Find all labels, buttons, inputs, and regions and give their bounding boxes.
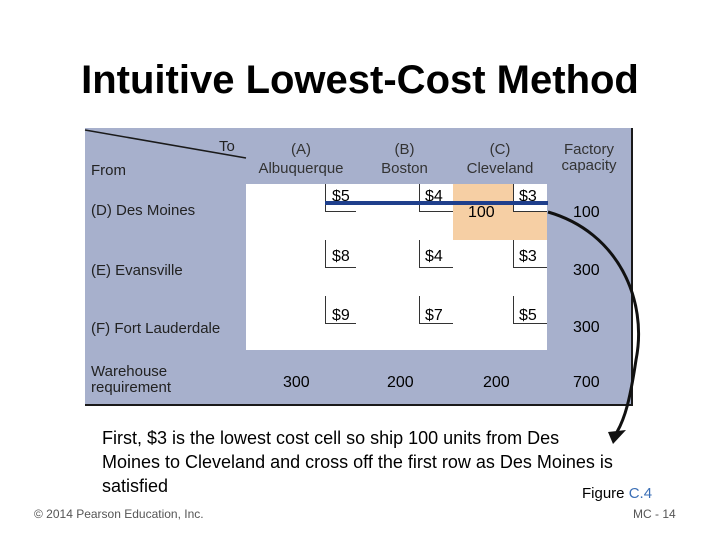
cost-evansville-boston: $4 xyxy=(425,248,443,265)
column-header-boston-name: Boston xyxy=(381,160,428,177)
to-label: To xyxy=(219,138,235,155)
requirement-row-background xyxy=(85,350,631,404)
requirement-label: Warehouse requirement xyxy=(91,364,171,396)
requirement-cleveland: 200 xyxy=(483,374,510,391)
curved-arrow xyxy=(547,210,641,433)
row-label-des-moines: (D) Des Moines xyxy=(91,202,196,219)
column-header-cleveland-name: Cleveland xyxy=(466,160,534,177)
cost-row-evansville xyxy=(246,240,547,296)
explanation-caption: First, $3 is the lowest cost cell so shi… xyxy=(102,428,613,496)
capacity-des-moines: 100 xyxy=(573,204,600,221)
cost-fort-lauderdale-cleveland: $5 xyxy=(519,307,537,324)
capacity-fort-lauderdale: 300 xyxy=(573,319,600,336)
cost-box-d-b xyxy=(419,184,453,212)
row-label-fort-lauderdale: (F) Fort Lauderdale xyxy=(91,320,221,337)
requirement-label-line1: Warehouse xyxy=(91,363,168,380)
cost-box-f-c xyxy=(513,296,547,324)
cost-box-e-b xyxy=(419,240,453,268)
cost-box-d-c xyxy=(513,184,547,212)
cost-box-e-c xyxy=(513,240,547,268)
row-label-evansville: (E) Evansville xyxy=(91,262,183,279)
column-header-boston: (B) Boston xyxy=(356,140,453,178)
capacity-header-line2: capacity xyxy=(561,157,617,174)
cost-box-f-a xyxy=(325,296,356,324)
column-header-cleveland-code: (C) xyxy=(489,141,511,158)
requirement-label-line2: requirement xyxy=(91,379,172,396)
copyright-notice: © 2014 Pearson Education, Inc. xyxy=(34,507,204,521)
cost-evansville-albuquerque: $8 xyxy=(332,248,350,265)
column-header-albuquerque-code: (A) xyxy=(291,141,311,158)
from-label: From xyxy=(91,162,126,179)
capacity-header: Factory capacity xyxy=(547,142,631,174)
cost-row-fort-lauderdale xyxy=(246,296,547,350)
header-diagonal-line xyxy=(84,129,247,159)
transportation-table: To From (A) Albuquerque (B) Boston (C) C… xyxy=(85,128,633,406)
figure-number: C.4 xyxy=(628,485,653,502)
column-header-boston-code: (B) xyxy=(394,141,415,158)
figure-prefix: Figure xyxy=(582,485,629,502)
cost-des-moines-boston: $4 xyxy=(425,188,443,205)
cost-box-e-a xyxy=(325,240,356,268)
curved-arrow-head xyxy=(608,430,626,444)
requirement-albuquerque: 300 xyxy=(283,374,310,391)
cost-des-moines-albuquerque: $5 xyxy=(332,188,350,205)
cost-box-f-b xyxy=(419,296,453,324)
capacity-evansville: 300 xyxy=(573,262,600,279)
column-header-albuquerque: (A) Albuquerque xyxy=(246,140,356,178)
column-header-cleveland: (C) Cleveland xyxy=(453,140,547,178)
slide-title: Intuitive Lowest-Cost Method xyxy=(81,58,639,102)
allocation-value: 100 xyxy=(468,204,495,221)
figure-reference: Figure C.4 xyxy=(582,485,652,502)
requirement-boston: 200 xyxy=(387,374,414,391)
total-requirement: 700 xyxy=(573,374,600,391)
cost-box-d-a xyxy=(325,184,356,212)
capacity-header-line1: Factory xyxy=(563,141,614,158)
page-number: MC - 14 xyxy=(633,507,676,521)
cost-fort-lauderdale-boston: $7 xyxy=(425,307,443,324)
cost-fort-lauderdale-albuquerque: $9 xyxy=(332,307,350,324)
cost-des-moines-cleveland: $3 xyxy=(519,188,537,205)
column-header-albuquerque-name: Albuquerque xyxy=(258,160,344,177)
cost-evansville-cleveland: $3 xyxy=(519,248,537,265)
